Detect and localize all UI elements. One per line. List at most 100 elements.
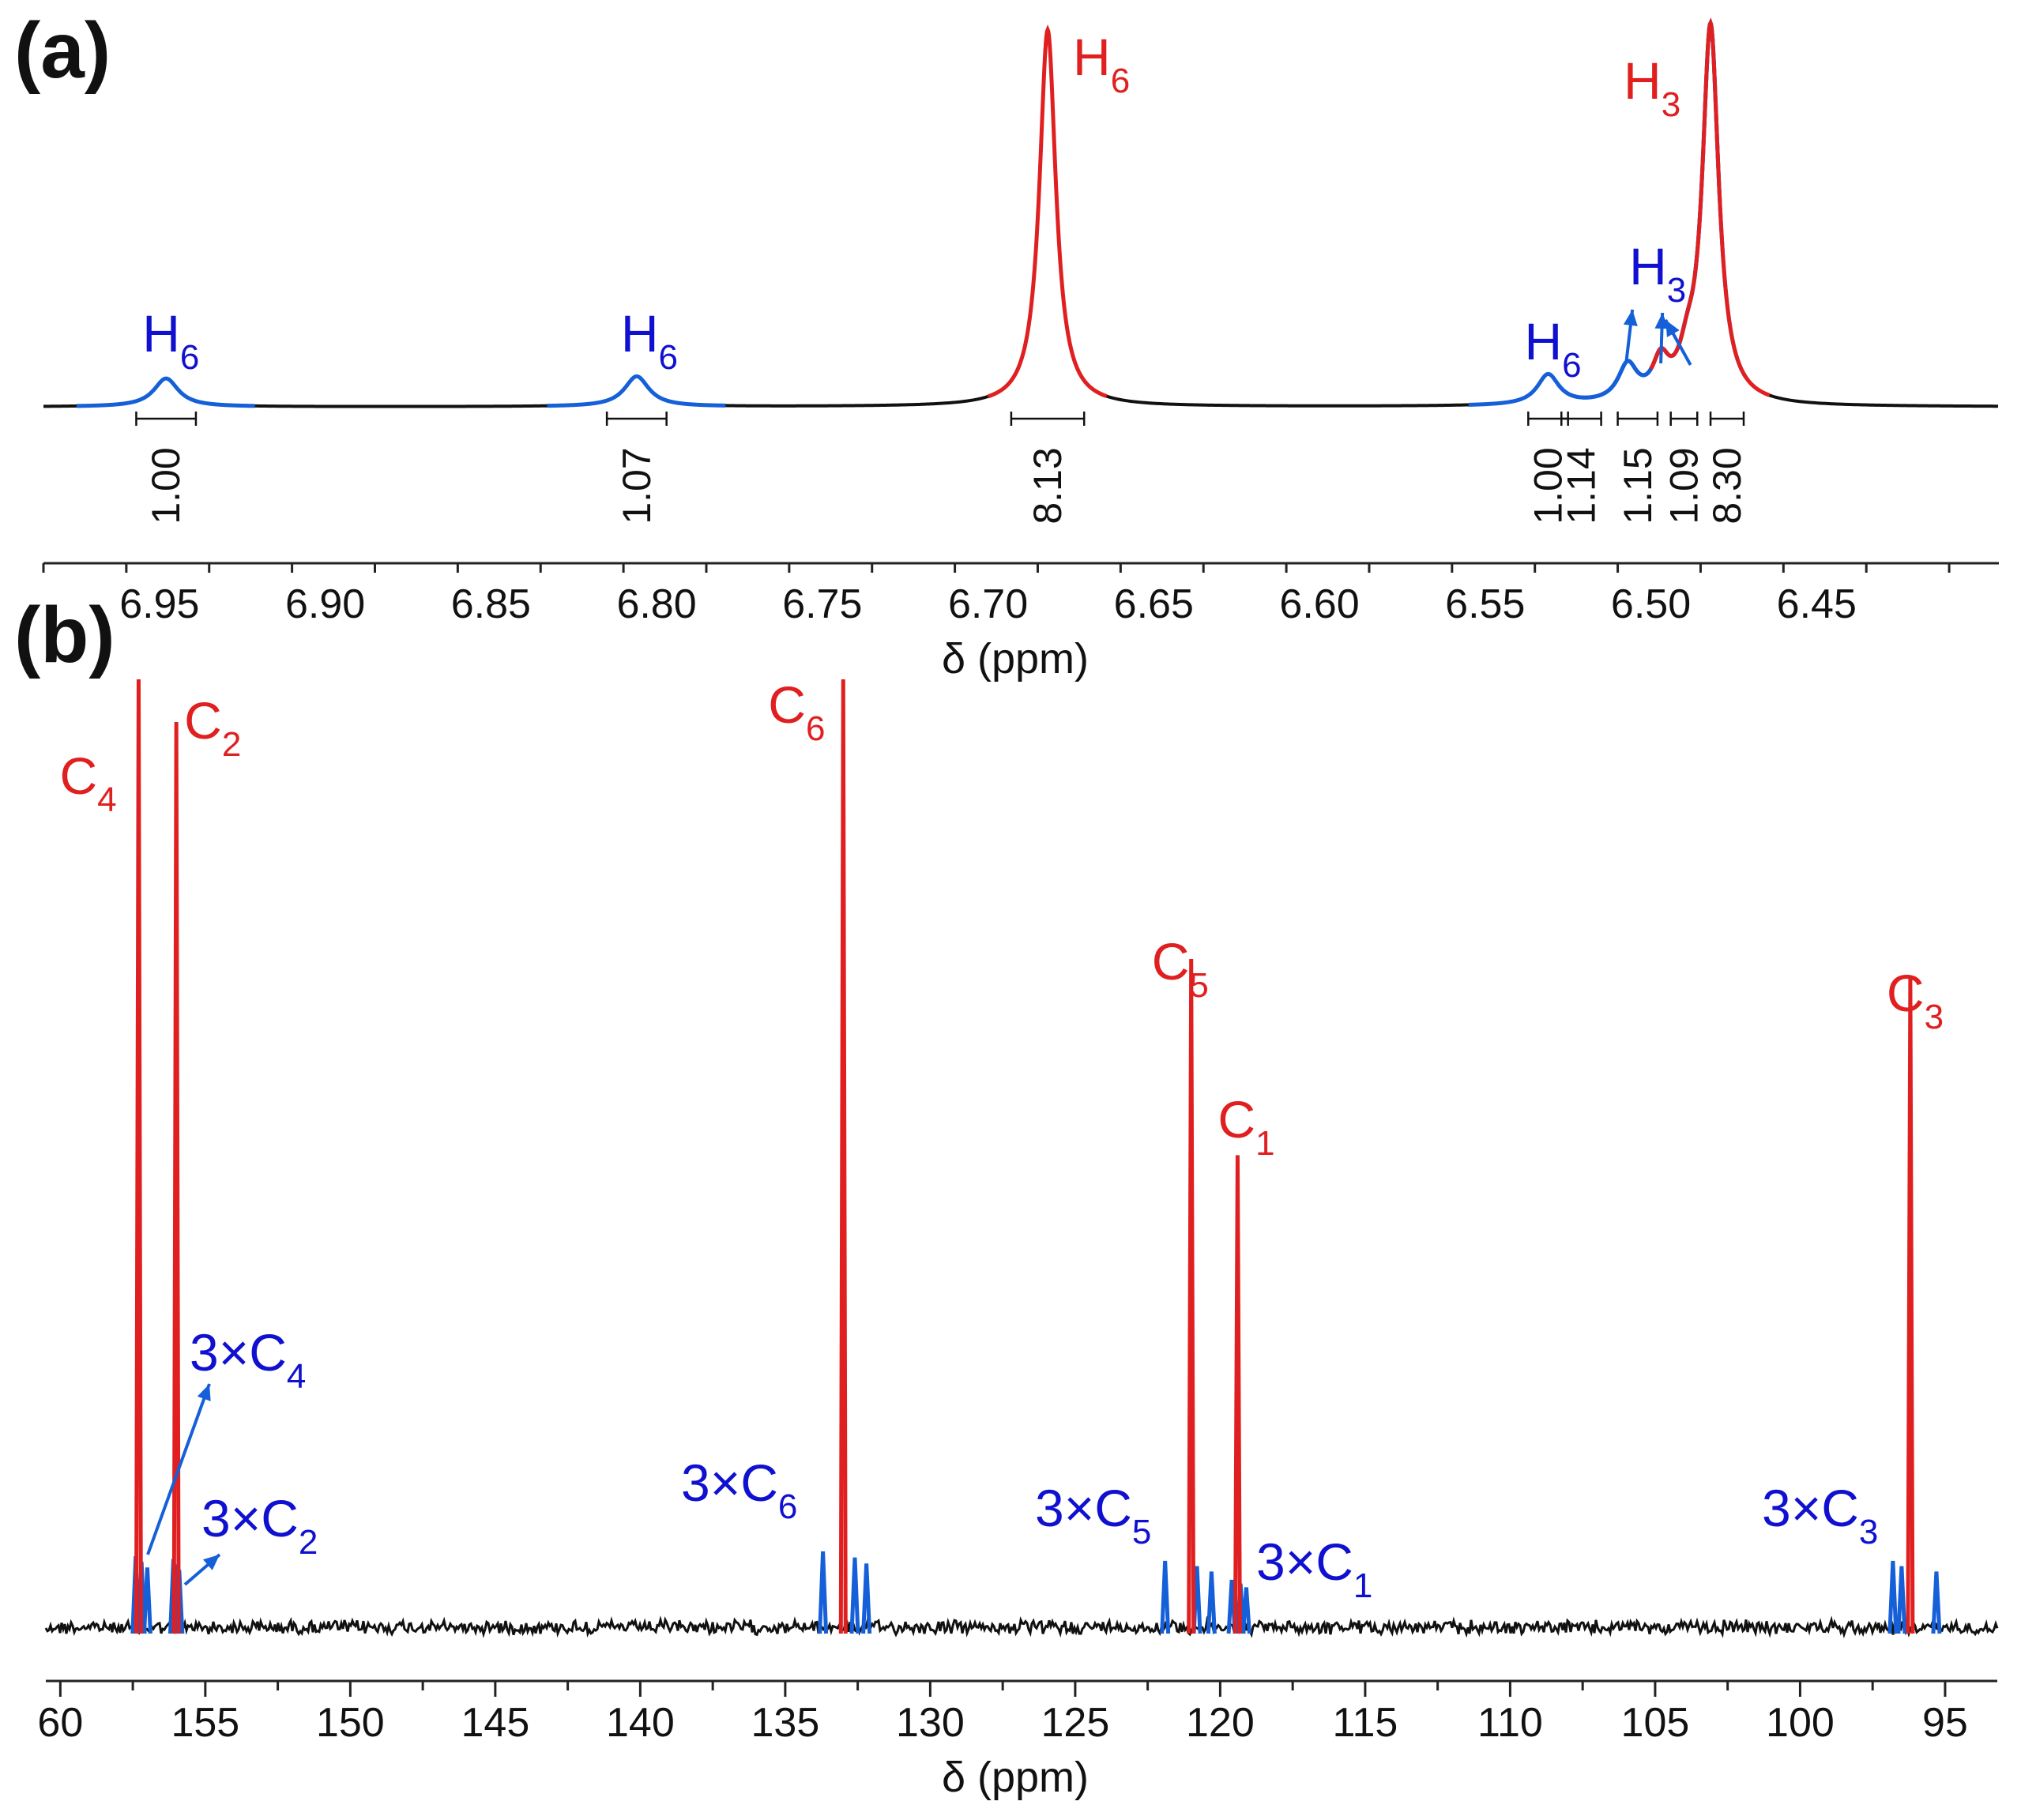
a-integral-value-5: 1.15 (1616, 447, 1660, 524)
a-integral-value-4: 1.14 (1559, 447, 1603, 524)
a-integral-value-1: 1.07 (615, 447, 659, 524)
a-peak-2 (987, 24, 1108, 399)
b-minor-label-0: 3×C4 (190, 1323, 306, 1396)
b-main-peak-1 (171, 721, 181, 1634)
a-tick-label-4: 6.75 (782, 581, 862, 627)
b-main-label-1: C2 (184, 691, 241, 764)
a-peak-label-5-subscript: 3 (1667, 271, 1686, 310)
b-main-label-5: C3 (1887, 964, 1944, 1036)
a-peak-label-1: H6 (621, 304, 678, 377)
b-minor-label-5-subscript: 3 (1859, 1513, 1878, 1551)
b-tick-label-1: 155 (171, 1700, 239, 1746)
b-main-label-4-text: C (1217, 1090, 1255, 1149)
a-tick-label-9: 6.50 (1611, 581, 1691, 627)
a-peak-label-7: H3 (1624, 51, 1680, 124)
b-minor-label-3-subscript: 5 (1132, 1513, 1151, 1551)
b-minor-label-3: 3×C5 (1035, 1479, 1151, 1551)
a-integral-value-7: 8.30 (1705, 447, 1749, 524)
a-peak-label-3-subscript: 6 (1562, 346, 1581, 385)
a-peak-label-2: H6 (1073, 28, 1130, 100)
b-minor-label-2-text: 3×C (681, 1453, 778, 1512)
b-minor-peak-5-0 (1887, 1560, 1899, 1634)
b-minor-label-3-text: 3×C (1035, 1479, 1132, 1537)
b-tick-label-4: 140 (606, 1700, 675, 1746)
b-minor-label-1-subscript: 2 (299, 1523, 318, 1562)
a-peak-label-2-subscript: 6 (1111, 62, 1130, 100)
a-integrals: 1.00 1.07 8.13 1.001.14 1.15 1.098.30 (135, 412, 1749, 525)
b-tick-label-0: 60 (37, 1700, 83, 1746)
b-main-label-1-subscript: 2 (222, 725, 241, 764)
a-peak-label-0-subscript: 6 (180, 338, 199, 377)
b-main-label-2: C6 (768, 675, 825, 748)
panel-b-label: (b) (14, 591, 115, 679)
b-main-label-3-subscript: 5 (1189, 966, 1208, 1005)
a-peak-label-0: H6 (142, 304, 199, 377)
a-peaks (76, 17, 1771, 408)
b-minor-label-4-subscript: 1 (1353, 1566, 1372, 1605)
a-tick-label-8: 6.55 (1445, 581, 1525, 627)
a-peak-label-3: H6 (1524, 312, 1581, 385)
b-tick-label-7: 125 (1041, 1700, 1110, 1746)
a-peak-label-1-subscript: 6 (659, 338, 678, 377)
a-arrow-1-head (1623, 310, 1638, 326)
a-peak-label-3-text: H (1524, 312, 1562, 370)
a-peak-0 (76, 376, 255, 408)
b-arrow-c2-head (202, 1555, 220, 1570)
b-tick-label-6: 130 (896, 1700, 965, 1746)
a-x-ticks: 6.95 6.90 6.85 6.80 6.75 6.70 6.65 6.60 6.55 6.50… (42, 563, 1951, 627)
a-integral-value-6: 1.09 (1662, 447, 1706, 524)
a-integral-value-3: 1.00 (1526, 447, 1570, 524)
a-peak-7 (1649, 17, 1771, 397)
b-tick-label-8: 120 (1186, 1700, 1255, 1746)
b-main-peak-0 (134, 679, 143, 1634)
b-minor-label-5-text: 3×C (1762, 1479, 1859, 1537)
a-peak-1 (547, 374, 726, 408)
a-peak-label-5: H3 (1629, 237, 1686, 310)
b-main-label-5-text: C (1887, 964, 1925, 1022)
a-arrow-3-head (1665, 320, 1680, 337)
b-minor-peak-2-2 (861, 1563, 872, 1634)
a-tick-label-5: 6.70 (948, 581, 1028, 627)
b-main-label-2-subscript: 6 (806, 709, 825, 748)
b-minor-peak-2-1 (849, 1557, 860, 1634)
b-arrow-c4-shaft (146, 1383, 211, 1555)
b-arrows (146, 1383, 221, 1586)
b-tick-label-10: 110 (1477, 1700, 1543, 1746)
b-main-label-1-text: C (184, 691, 222, 750)
b-minor-peak-3-2 (1206, 1571, 1217, 1634)
b-main-peak-4 (1233, 1155, 1242, 1634)
b-main-label-4: C1 (1217, 1090, 1274, 1163)
b-tick-label-12: 100 (1766, 1700, 1835, 1746)
a-tick-label-2: 6.85 (451, 581, 531, 627)
b-minor-label-1-text: 3×C (201, 1489, 299, 1547)
a-tick-label-7: 6.60 (1279, 581, 1359, 627)
b-main-label-0-text: C (59, 746, 97, 805)
b-minor-peak-2-0 (818, 1551, 829, 1634)
b-main-peak-2 (838, 679, 848, 1634)
a-peak-label-7-text: H (1624, 51, 1662, 110)
b-x-ticks: 60 155 150 145 140 135 130 125 120 115 110 105 100 95 (37, 1681, 1968, 1746)
a-tick-label-1: 6.90 (285, 581, 365, 627)
b-minor-label-2: 3×C6 (681, 1453, 797, 1526)
b-tick-label-5: 135 (751, 1700, 820, 1746)
b-spectrum-baseline (44, 1615, 1999, 1639)
b-arrow-c4-head (197, 1384, 211, 1401)
b-minor-peak-5-1 (1896, 1566, 1907, 1634)
b-main-label-0: C4 (59, 746, 116, 819)
b-minor-label-4-text: 3×C (1256, 1532, 1353, 1591)
b-tick-label-3: 145 (461, 1700, 529, 1746)
b-minor-label-0-text: 3×C (190, 1323, 287, 1382)
a-peak-label-7-subscript: 3 (1662, 85, 1680, 124)
a-x-axis-title: δ (ppm) (942, 635, 1089, 682)
b-tick-label-11: 105 (1621, 1700, 1690, 1746)
a-tick-label-0: 6.95 (119, 581, 199, 627)
panel-a-label: (a) (14, 6, 111, 95)
b-minor-label-0-subscript: 4 (287, 1357, 306, 1396)
b-main-label-3: C5 (1152, 932, 1209, 1005)
a-peak-label-2-text: H (1073, 28, 1111, 86)
